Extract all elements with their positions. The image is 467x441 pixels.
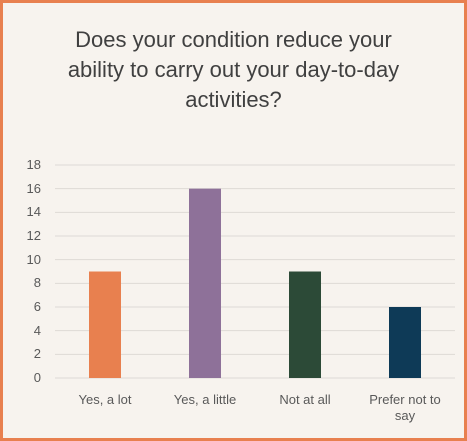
y-tick-label: 14: [26, 204, 41, 220]
y-tick-label: 16: [26, 180, 41, 196]
plot: [55, 164, 455, 379]
y-tick-label: 8: [33, 275, 41, 291]
y-tick-label: 10: [26, 251, 41, 267]
y-tick-label: 4: [33, 322, 41, 338]
y-tick-label: 6: [33, 299, 41, 314]
bar: [189, 188, 221, 378]
x-tick-label: Yes, a lot: [78, 392, 132, 407]
bar: [89, 271, 121, 378]
y-tick-label: 0: [33, 370, 41, 385]
y-tick-label: 2: [33, 346, 41, 362]
y-tick-label: 18: [26, 157, 41, 172]
bar: [389, 307, 421, 378]
x-tick-label: Not at all: [279, 392, 331, 407]
y-tick-label: 12: [26, 228, 41, 243]
x-tick-label: Yes, a little: [173, 392, 237, 407]
bar: [289, 271, 321, 378]
x-tick-label: Prefer not to say: [369, 392, 441, 423]
chart-title: Does your condition reduce your ability …: [67, 27, 400, 112]
